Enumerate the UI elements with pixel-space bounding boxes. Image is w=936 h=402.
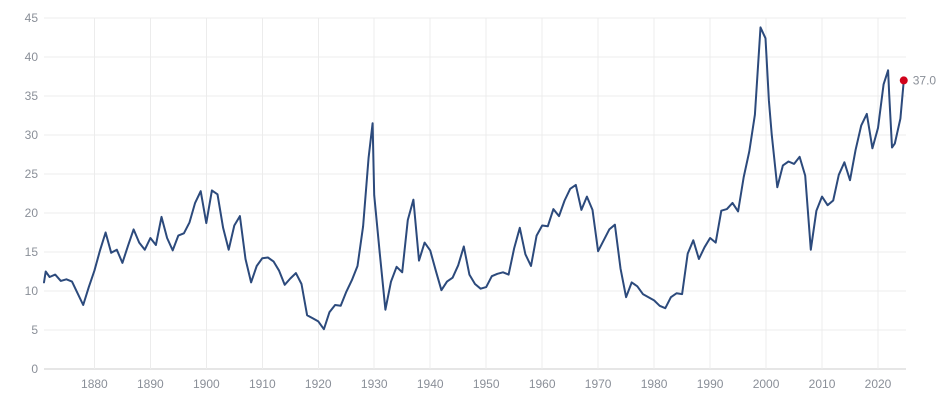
y-tick-label: 0	[31, 362, 38, 376]
y-tick-label: 10	[25, 284, 39, 298]
x-tick-label: 2020	[865, 377, 892, 391]
y-tick-label: 15	[25, 245, 39, 259]
latest-value-label: 37.0	[913, 73, 936, 87]
end-point-layer: 37.0	[899, 73, 936, 87]
y-tick-label: 45	[25, 11, 39, 25]
grid-lines	[44, 17, 906, 370]
x-tick-label: 1880	[81, 377, 108, 391]
x-tick-label: 1970	[585, 377, 612, 391]
x-tick-label: 1940	[417, 377, 444, 391]
y-tick-label: 5	[31, 323, 38, 337]
y-axis-ticks: 0 5 10 15 20 25 30 35 40 45	[25, 11, 39, 376]
x-tick-label: 1920	[305, 377, 332, 391]
x-tick-label: 1900	[193, 377, 220, 391]
y-tick-label: 20	[25, 206, 39, 220]
series-line	[43, 26, 905, 331]
y-tick-label: 30	[25, 128, 39, 142]
latest-value-marker[interactable]	[899, 76, 908, 85]
x-tick-label: 1980	[641, 377, 668, 391]
x-tick-label: 2010	[809, 377, 836, 391]
x-tick-label: 1950	[473, 377, 500, 391]
x-tick-label: 1930	[361, 377, 388, 391]
x-tick-label: 1910	[249, 377, 276, 391]
series-layer	[43, 26, 905, 331]
x-tick-label: 1990	[697, 377, 724, 391]
x-tick-label: 2000	[753, 377, 780, 391]
x-tick-label: 1890	[137, 377, 164, 391]
y-tick-label: 25	[25, 167, 39, 181]
x-axis-ticks: 1880 1890 1900 1910 1920 1930 1940 1950 1960 1970…	[81, 377, 892, 391]
x-tick-label: 1960	[529, 377, 556, 391]
y-tick-label: 40	[25, 50, 39, 64]
y-tick-label: 35	[25, 89, 39, 103]
